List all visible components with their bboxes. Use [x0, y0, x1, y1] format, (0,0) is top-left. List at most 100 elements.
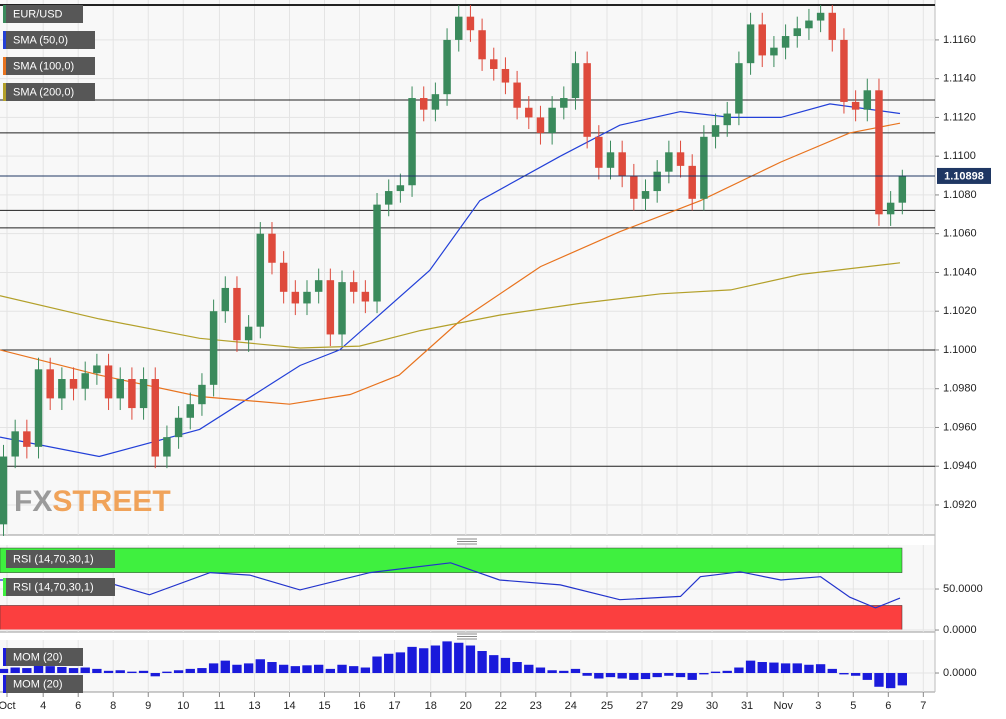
x-tick-label: 9: [145, 700, 151, 712]
separator-grip[interactable]: [457, 538, 477, 640]
x-tick-label: 22: [495, 700, 507, 712]
mom-bar: [629, 673, 639, 680]
y-tick-label: 50.0000: [943, 583, 983, 595]
x-tick-label: 11: [214, 700, 225, 712]
mom-bar: [407, 646, 417, 674]
mom-bar: [827, 668, 837, 674]
candle-body: [618, 152, 626, 176]
y-tick-label: 1.1020: [943, 305, 977, 317]
x-tick-label: 14: [283, 700, 295, 712]
mom-bar: [45, 666, 55, 674]
candle-body: [139, 379, 148, 409]
mom-bar: [232, 664, 242, 674]
mom-bar: [115, 670, 125, 674]
mom-bar: [582, 673, 592, 676]
mom-bar: [757, 662, 767, 674]
candle-body: [338, 282, 346, 335]
mom-bar: [535, 667, 546, 674]
mom-bar: [477, 651, 487, 674]
mom-bar: [395, 652, 406, 674]
sma-line: [0, 103, 901, 458]
main-panel: [0, 0, 935, 535]
mom-bar: [815, 664, 826, 674]
candle-body: [303, 291, 311, 304]
mom-bar: [547, 670, 557, 674]
y-tick-label: 0.0000: [943, 667, 977, 679]
mom-bar: [57, 666, 67, 674]
candle-body: [583, 63, 591, 137]
candle-body: [408, 98, 416, 186]
mom-bar: [243, 663, 254, 674]
mom-bar: [687, 673, 697, 680]
mom-bar: [594, 673, 604, 679]
candle-body: [606, 152, 615, 168]
mom-bar: [325, 668, 336, 674]
mom-bar: [524, 664, 534, 674]
mom-bar: [710, 671, 721, 674]
x-tick-label: 13: [248, 700, 260, 712]
candle-body: [419, 98, 428, 110]
x-tick-label: 20: [460, 700, 472, 712]
last-price-label: 1.10898: [944, 170, 984, 182]
mom-bar: [780, 663, 791, 674]
candle-body: [758, 24, 766, 56]
candle-body: [384, 191, 393, 205]
mom-bar: [127, 671, 137, 674]
candle-body: [116, 379, 124, 399]
candle-body: [46, 369, 54, 399]
indicator-label-box: [3, 648, 83, 666]
mom-bar: [80, 667, 90, 674]
rsi-line: [0, 562, 901, 609]
x-tick-label: 5: [850, 700, 856, 712]
x-tick-label: 16: [353, 700, 365, 712]
candle-body: [314, 280, 323, 292]
x-tick-label: 10: [177, 700, 189, 712]
sma-line: [0, 262, 901, 349]
mom-bar: [337, 664, 347, 674]
indicator-label-box: [3, 675, 83, 693]
mom-bar: [302, 665, 312, 674]
mom-bar: [384, 653, 394, 674]
watermark: FX: [14, 485, 52, 518]
candle-body: [69, 379, 78, 389]
x-tick-label: 25: [601, 700, 613, 712]
mom-bar: [197, 668, 207, 674]
mom-bar: [722, 670, 732, 674]
candle-body: [781, 36, 790, 48]
candle-body: [875, 90, 883, 215]
candle-body: [81, 373, 89, 389]
y-tick-label: 1.1120: [943, 111, 976, 123]
x-tick-label: 27: [636, 700, 648, 712]
candle-body: [151, 379, 159, 457]
mom-bar: [804, 664, 814, 674]
candle-body: [560, 98, 568, 108]
mom-bar: [138, 670, 149, 674]
legend-label-stripe: [3, 31, 6, 49]
y-tick-label: 1.0920: [943, 499, 977, 511]
mom-bar: [500, 657, 511, 674]
rsi-band: [0, 547, 903, 573]
candle-body: [513, 82, 521, 108]
candle-body: [443, 39, 451, 95]
mom-bar: [150, 673, 160, 677]
x-tick-label: Nov: [773, 700, 793, 712]
mom-bar: [734, 667, 744, 674]
mom-bar: [33, 664, 44, 674]
candle-body: [373, 204, 381, 302]
indicator-label-stripe: [3, 675, 6, 693]
mom-bar: [885, 673, 896, 689]
mom-bar: [454, 642, 464, 674]
last-price-box: [937, 167, 991, 184]
mom-bar: [699, 673, 709, 675]
candle-body: [361, 291, 370, 302]
candle-body: [630, 175, 638, 199]
candle-body: [291, 291, 300, 304]
candle-body: [851, 101, 860, 110]
legend-label: EUR/USD: [13, 8, 63, 20]
x-tick-label: Oct: [0, 700, 16, 712]
x-tick-label: 3: [815, 700, 821, 712]
candle-body: [501, 68, 510, 83]
candle-body: [186, 404, 195, 418]
mom-bar: [839, 673, 849, 675]
indicator-label-box: [3, 550, 115, 568]
